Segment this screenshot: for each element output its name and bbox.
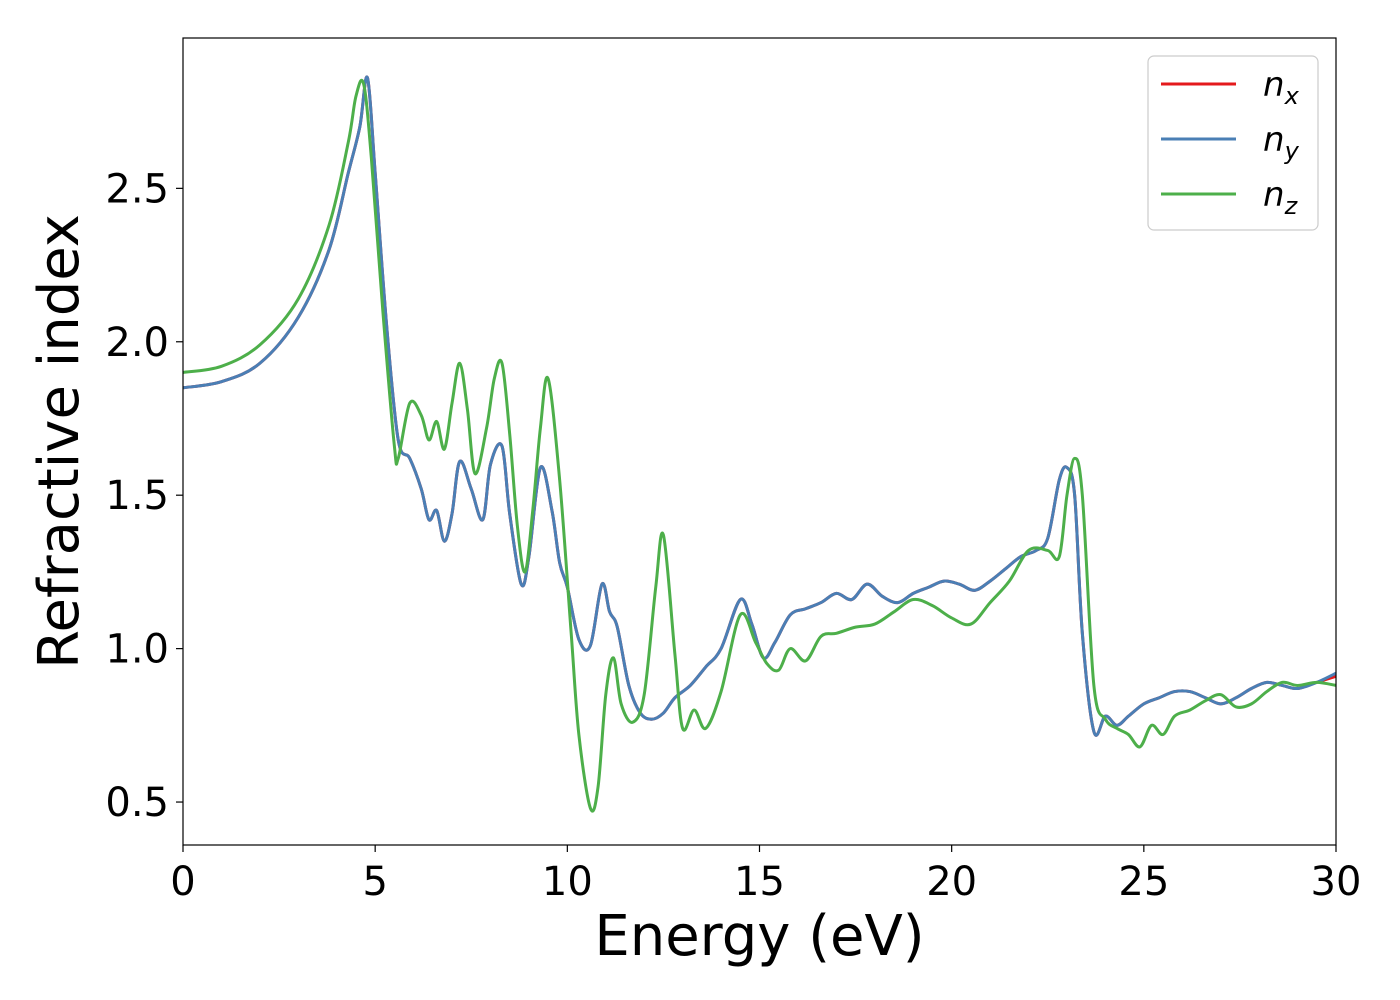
series-line-n-y: [183, 75, 1336, 737]
x-tick-label: 20: [926, 859, 977, 905]
y-tick-label: 2.5: [105, 166, 169, 212]
y-axis-title: Refractive index: [27, 214, 92, 669]
x-axis: 0 5 10 15 20 25 30: [170, 845, 1361, 905]
y-axis: 0.5 1.0 1.5 2.0 2.5: [105, 166, 183, 826]
x-axis-title: Energy (eV): [594, 904, 924, 969]
x-tick-label: 0: [170, 859, 195, 905]
legend-label-n-y: ny: [1263, 120, 1300, 165]
x-tick-label: 25: [1118, 859, 1169, 905]
series-line-n-z: [183, 78, 1336, 813]
legend-box: [1147, 55, 1319, 231]
y-tick-label: 1.5: [105, 473, 169, 519]
x-tick-label: 15: [734, 859, 785, 905]
x-tick-label: 30: [1311, 859, 1362, 905]
legend: nx ny nz: [1147, 55, 1319, 231]
legend-label-n-z: nz: [1263, 175, 1299, 220]
y-tick-label: 0.5: [105, 780, 169, 826]
y-tick-label: 1.0: [105, 627, 169, 673]
series-lines: [183, 75, 1336, 813]
legend-label-n-x: nx: [1263, 65, 1300, 110]
x-tick-label: 5: [362, 859, 387, 905]
x-tick-label: 10: [542, 859, 593, 905]
y-tick-label: 2.0: [105, 320, 169, 366]
